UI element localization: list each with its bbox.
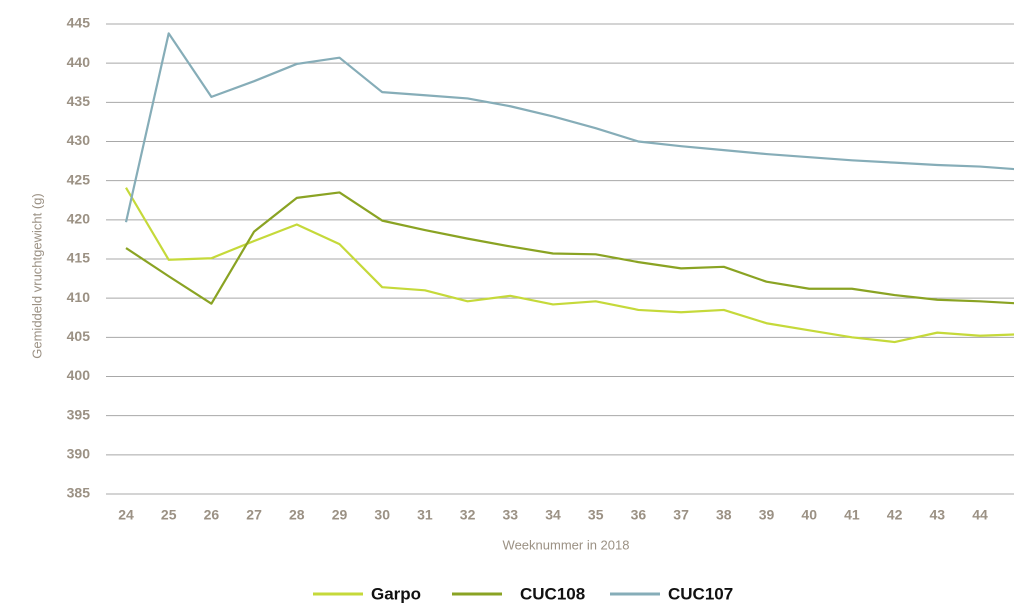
y-tick-label: 435: [67, 93, 91, 109]
series-line: [125, 191, 1014, 305]
legend-label: CUC108: [520, 584, 585, 603]
y-tick-label: 430: [67, 132, 91, 148]
x-tick-label: 30: [374, 507, 390, 523]
y-tick-label: 440: [67, 54, 91, 70]
y-tick-label: 425: [67, 171, 91, 187]
x-tick-label: 39: [759, 507, 775, 523]
y-tick-label: 415: [67, 250, 91, 266]
series-line: [125, 187, 1014, 344]
x-tick-label: 37: [673, 507, 689, 523]
x-tick-label: 26: [204, 507, 220, 523]
x-tick-label: 29: [332, 507, 348, 523]
legend-label: CUC107: [668, 584, 733, 603]
y-tick-label: 390: [67, 446, 91, 462]
y-tick-label: 420: [67, 211, 91, 227]
x-tick-label: 43: [930, 507, 946, 523]
y-tick-label: 410: [67, 289, 91, 305]
x-tick-label: 44: [972, 507, 988, 523]
y-axis-title: Gemiddeld vruchtgewicht (g): [29, 193, 44, 358]
x-tick-label: 27: [246, 507, 262, 523]
x-tick-label: 38: [716, 507, 732, 523]
y-tick-label: 400: [67, 367, 91, 383]
x-tick-label: 40: [801, 507, 817, 523]
x-tick-label: 28: [289, 507, 305, 523]
y-tick-label: 445: [67, 15, 91, 31]
x-tick-label: 36: [631, 507, 647, 523]
x-tick-label: 33: [503, 507, 519, 523]
x-tick-label: 34: [545, 507, 561, 523]
x-axis-title: Weeknummer in 2018: [503, 537, 630, 552]
y-tick-label: 385: [67, 485, 91, 501]
series-line: [124, 32, 1014, 223]
y-tick-label: 405: [67, 328, 91, 344]
y-tick-label: 395: [67, 406, 91, 422]
x-tick-label: 35: [588, 507, 604, 523]
x-tick-label: 42: [887, 507, 903, 523]
x-tick-label: 24: [118, 507, 134, 523]
x-tick-label: 25: [161, 507, 177, 523]
x-tick-label: 31: [417, 507, 433, 523]
x-tick-label: 41: [844, 507, 860, 523]
legend-label: Garpo: [371, 584, 421, 603]
x-tick-label: 32: [460, 507, 476, 523]
